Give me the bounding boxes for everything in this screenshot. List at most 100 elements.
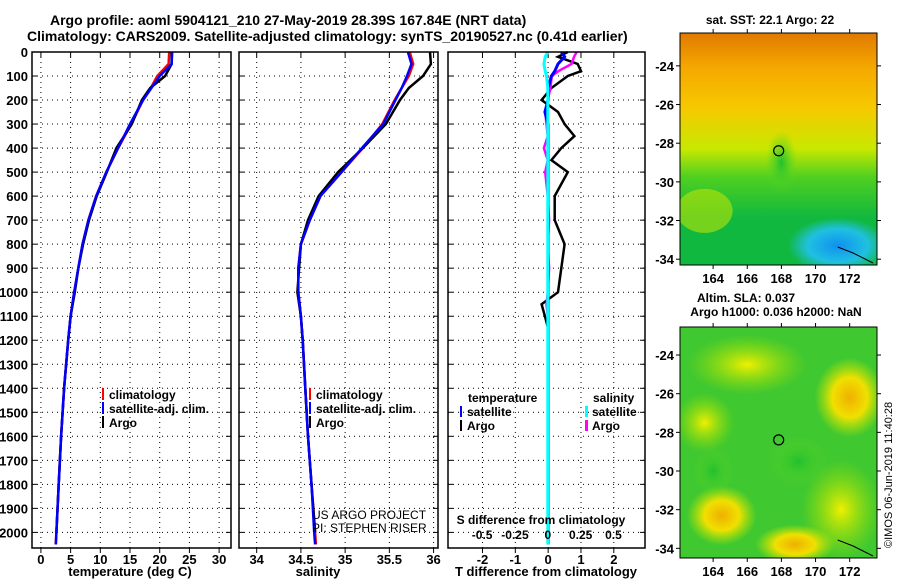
lat-tick-label: -28 — [655, 425, 674, 440]
series-line-s-satellite — [542, 51, 550, 545]
lon-tick-label: 164 — [702, 271, 724, 286]
lon-tick-label: 164 — [702, 564, 724, 579]
x-tick-label: -2 — [477, 552, 489, 567]
x-tick-label: 1 — [577, 552, 584, 567]
map-frame — [679, 32, 878, 266]
lat-tick-label: -26 — [655, 387, 674, 402]
y-tick-label: 700 — [6, 213, 28, 228]
y-tick-label: 1100 — [0, 309, 28, 324]
x-tick-label: 10 — [93, 552, 107, 567]
legend-label: Argo — [467, 419, 495, 433]
legend-swatch — [102, 416, 104, 428]
y-tick-label: 0 — [21, 45, 28, 60]
credit-text: US ARGO PROJECT — [312, 508, 427, 522]
panel-salinity: 34 34.5 35 35.5 36 salinity climatologysatelli… — [238, 51, 441, 579]
legend-title-salinity: salinity — [593, 391, 635, 405]
y-tick-label: 200 — [6, 93, 28, 108]
lat-tick-label: -32 — [655, 214, 674, 229]
y-tick-label: 500 — [6, 165, 28, 180]
x-tick-label: 0 — [545, 552, 552, 567]
x-tick-label: 36 — [426, 552, 440, 567]
legend-title-temperature: temperature — [468, 391, 538, 405]
map-image — [680, 33, 877, 265]
lon-tick-label: 172 — [839, 564, 861, 579]
float-location-marker — [773, 145, 785, 157]
y-tick-label: 900 — [6, 261, 28, 276]
s-tick-label: -0.25 — [501, 528, 529, 542]
coastline — [837, 539, 874, 557]
map-sla: 164 166 168 170 172 -24 -26 -28 -30 -32 -34 Altim. … — [655, 291, 881, 579]
x-tick-label: 30 — [212, 552, 226, 567]
lon-tick-label: 170 — [805, 564, 827, 579]
legend-swatch — [309, 402, 311, 414]
map-subtitle: Argo h1000: 0.036 h2000: NaN — [690, 305, 861, 319]
lat-tick-label: -26 — [655, 98, 674, 113]
x-tick-label: 25 — [182, 552, 196, 567]
series-line-satellite-adj-clim- — [297, 51, 413, 545]
lat-tick-label: -30 — [655, 464, 674, 479]
panel-differences: -2 -1 0 1 2T difference from climatology temp… — [447, 50, 646, 579]
lon-tick-label: 166 — [736, 564, 758, 579]
x-tick-label: 15 — [123, 552, 137, 567]
title-line-2: Climatology: CARS2009. Satellite-adjuste… — [27, 28, 628, 44]
lon-tick-label: 172 — [839, 271, 861, 286]
legend-swatch — [460, 406, 462, 417]
lat-tick-label: -24 — [655, 348, 675, 363]
x-tick-label: 34 — [249, 552, 264, 567]
y-tick-label: 1800 — [0, 477, 28, 492]
legend-label: climatology — [109, 388, 176, 402]
lat-tick-label: -34 — [655, 252, 675, 267]
legend-swatch — [102, 388, 104, 400]
map-image — [680, 327, 877, 558]
legend-label: climatology — [316, 388, 383, 402]
x-axis-label: T difference from climatology — [455, 564, 638, 579]
map-sst: 164 166 168 170 172 -24 -26 -28 -30 -32 -34 sat. SS… — [655, 13, 881, 286]
legend-label: Argo — [316, 416, 344, 430]
x-axis-label: temperature (deg C) — [68, 564, 192, 579]
lon-tick-label: 166 — [736, 271, 758, 286]
legend-label: satellite-adj. clim. — [109, 402, 209, 416]
map-title: sat. SST: 22.1 Argo: 22 — [706, 13, 835, 27]
y-tick-label: 1300 — [0, 357, 28, 372]
title-line-1: Argo profile: aoml 5904121_210 27-May-20… — [50, 12, 527, 28]
y-tick-label: 1000 — [0, 285, 28, 300]
lat-tick-label: -28 — [655, 136, 674, 151]
series-line-satellite-adj-clim- — [54, 51, 174, 545]
series-line-climatology — [297, 51, 415, 545]
legend-swatch — [309, 388, 311, 400]
x-tick-label: 35.5 — [377, 552, 402, 567]
x-tick-label: -1 — [510, 552, 522, 567]
s-axis-label: S difference from climatology — [457, 513, 626, 527]
plot-frame — [238, 51, 439, 549]
legend-swatch — [585, 406, 588, 417]
y-tick-label: 1600 — [0, 429, 28, 444]
lon-tick-label: 168 — [771, 271, 793, 286]
s-tick-label: 0.5 — [605, 528, 622, 542]
y-tick-label: 2000 — [0, 525, 28, 540]
s-tick-label: -0.5 — [472, 528, 493, 542]
float-location-marker — [773, 434, 785, 446]
x-tick-label: 35 — [338, 552, 352, 567]
s-tick-label: 0 — [544, 528, 551, 542]
y-tick-label: 600 — [6, 189, 28, 204]
legend-swatch — [102, 402, 104, 414]
lat-tick-label: -32 — [655, 503, 674, 518]
x-tick-label: 0 — [37, 552, 44, 567]
s-tick-label: 0.25 — [569, 528, 593, 542]
series-line-t-argo — [539, 50, 583, 329]
lat-tick-label: -34 — [655, 541, 675, 556]
y-tick-label: 1500 — [0, 405, 28, 420]
x-tick-label: 34.5 — [288, 552, 313, 567]
y-tick-label: 1900 — [0, 501, 28, 516]
y-tick-label: 1200 — [0, 333, 28, 348]
y-tick-label: 100 — [6, 69, 28, 84]
map-title: Altim. SLA: 0.037 — [697, 291, 795, 305]
lon-tick-label: 168 — [771, 564, 793, 579]
y-tick-label: 800 — [6, 237, 28, 252]
x-tick-label: 2 — [610, 552, 617, 567]
coastline — [837, 246, 874, 264]
legend-label: satellite — [467, 405, 512, 419]
map-frame — [679, 326, 878, 559]
pi-text: PI: STEPHEN RISER — [312, 521, 427, 535]
